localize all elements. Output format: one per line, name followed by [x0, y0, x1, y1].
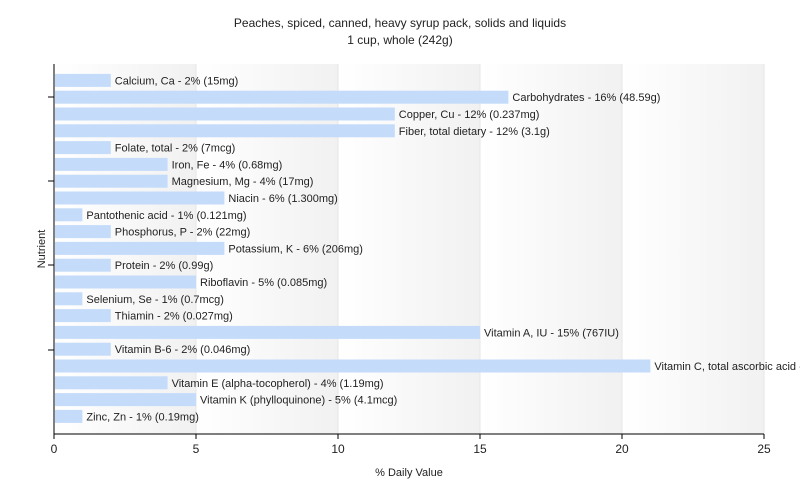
x-tick-label: 0	[51, 442, 58, 456]
tick-layer: 0 5 10 15 20 25	[48, 96, 771, 456]
bar	[55, 208, 83, 222]
bar	[55, 359, 651, 373]
bar-label: Vitamin E (alpha-tocopherol) - 4% (1.19m…	[172, 378, 384, 390]
bar-label: Potassium, K - 6% (206mg)	[228, 243, 363, 255]
bar	[55, 258, 111, 272]
bar	[55, 409, 83, 423]
bar-label: Vitamin A, IU - 15% (767IU)	[484, 327, 619, 339]
bar	[55, 393, 196, 407]
bar-label: Folate, total - 2% (7mcg)	[115, 143, 235, 155]
bar-label: Zinc, Zn - 1% (0.19mg)	[86, 411, 198, 423]
bar	[55, 376, 168, 390]
bar	[55, 141, 111, 155]
bar-label: Pantothenic acid - 1% (0.121mg)	[86, 210, 246, 222]
bar	[55, 275, 196, 289]
bar-label: Vitamin C, total ascorbic acid - 21% (12…	[654, 361, 800, 373]
bar-label: Selenium, Se - 1% (0.7mcg)	[86, 294, 224, 306]
bar-layer	[55, 73, 651, 423]
bar-label: Riboflavin - 5% (0.085mg)	[200, 277, 327, 289]
chart-subtitle: 1 cup, whole (242g)	[347, 33, 452, 47]
bar	[55, 73, 111, 87]
bar	[55, 309, 111, 323]
bar-label: Vitamin B-6 - 2% (0.046mg)	[115, 344, 251, 356]
bar	[55, 325, 480, 339]
bar-label: Thiamin - 2% (0.027mg)	[115, 311, 233, 323]
bar	[55, 157, 168, 171]
bar	[55, 174, 168, 188]
x-tick-label: 25	[757, 442, 771, 456]
bar-label: Calcium, Ca - 2% (15mg)	[115, 75, 238, 87]
bar-label: Protein - 2% (0.99g)	[115, 260, 213, 272]
bar	[55, 292, 83, 306]
bar	[55, 241, 225, 255]
bar-label: Copper, Cu - 12% (0.237mg)	[399, 109, 540, 121]
bar	[55, 342, 111, 356]
x-tick-label: 15	[473, 442, 487, 456]
x-tick-label: 10	[331, 442, 345, 456]
bar	[55, 124, 395, 138]
axis-layer	[53, 64, 764, 435]
grid-panel	[622, 64, 764, 434]
x-tick-label: 5	[193, 442, 200, 456]
bar-label: Magnesium, Mg - 4% (17mg)	[172, 176, 314, 188]
y-axis-label: Nutrient	[36, 230, 48, 269]
bar-label: Carbohydrates - 16% (48.59g)	[512, 92, 660, 104]
label-layer: Calcium, Ca - 2% (15mg) Carbohydrates - 1…	[86, 75, 800, 423]
bar	[55, 191, 225, 205]
bar	[55, 225, 111, 239]
bar-label: Fiber, total dietary - 12% (3.1g)	[399, 126, 550, 138]
bar	[55, 90, 509, 104]
x-axis-label: % Daily Value	[375, 467, 443, 479]
bar	[55, 107, 395, 121]
bar-label: Phosphorus, P - 2% (22mg)	[115, 227, 251, 239]
chart-title: Peaches, spiced, canned, heavy syrup pac…	[234, 16, 566, 30]
bar-label: Vitamin K (phylloquinone) - 5% (4.1mcg)	[200, 395, 397, 407]
bar-label: Niacin - 6% (1.300mg)	[228, 193, 337, 205]
x-tick-label: 20	[615, 442, 629, 456]
bar-label: Iron, Fe - 4% (0.68mg)	[172, 159, 283, 171]
